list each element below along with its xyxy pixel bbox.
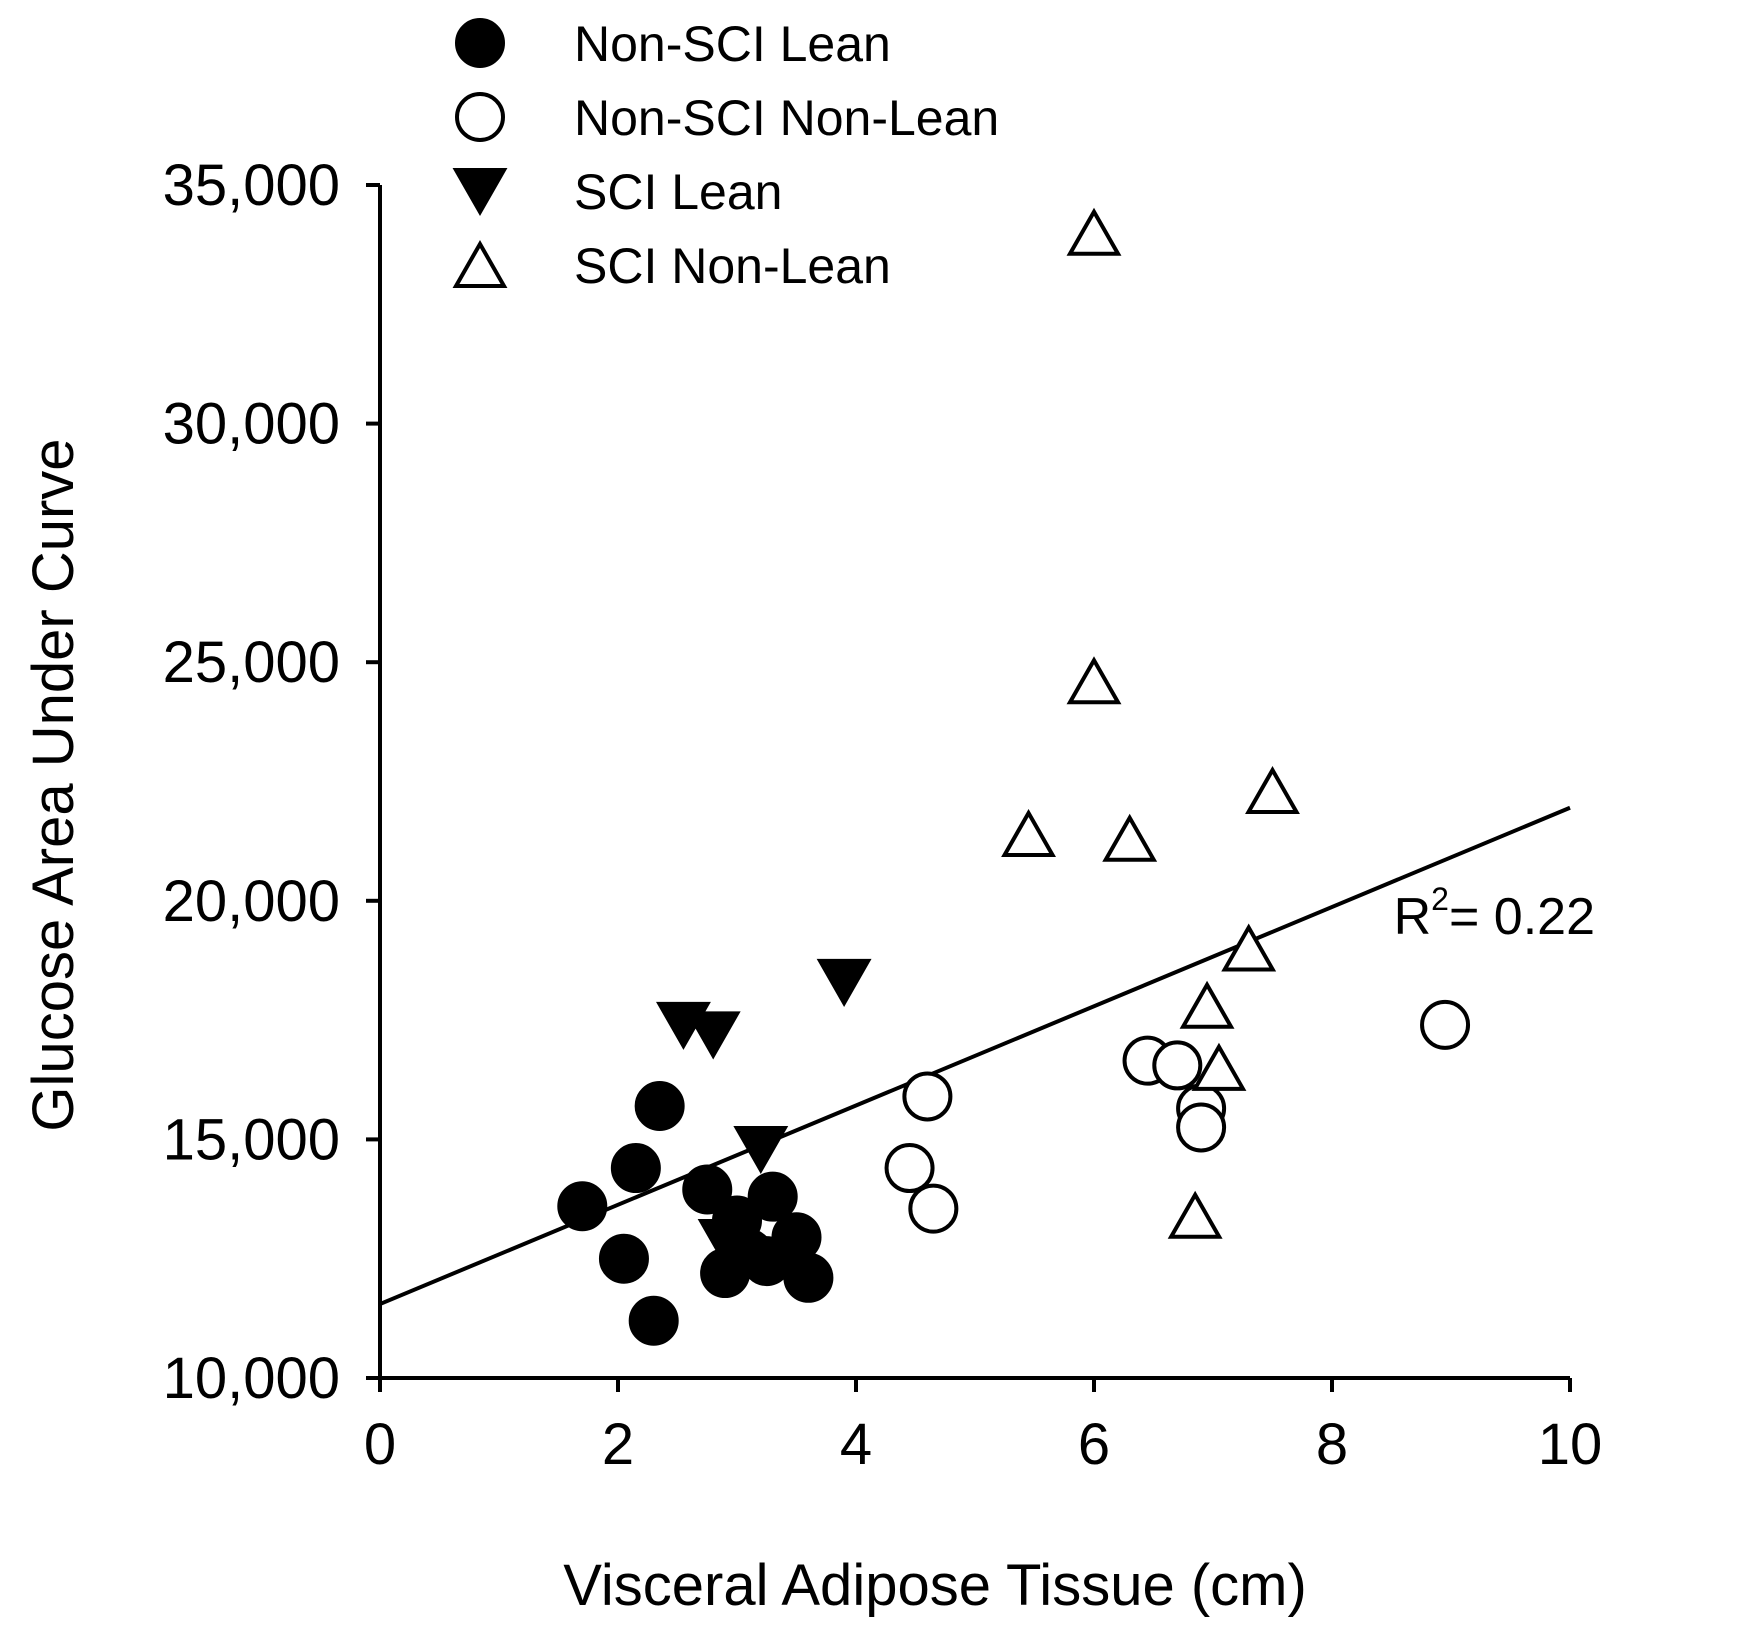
- legend-label: SCI Non-Lean: [574, 238, 891, 294]
- x-tick-label: 0: [364, 1412, 396, 1477]
- data-point: [783, 1252, 834, 1303]
- data-point: [610, 1143, 661, 1194]
- axes: 0 2 4 6 8 10 10,000 15,000 20,000 25,000 30,000 35,…: [163, 153, 1603, 1477]
- regression-line-group: [379, 805, 1571, 1306]
- data-point: [557, 1181, 608, 1232]
- legend-label: Non-SCI Lean: [574, 16, 891, 72]
- r-squared-annotation: R2= 0.22: [1394, 881, 1595, 946]
- data-point: [1420, 999, 1471, 1050]
- data-point: [1152, 1040, 1203, 1091]
- data-point: [685, 1011, 741, 1060]
- legend-label: Non-SCI Non-Lean: [574, 90, 999, 146]
- legend-item-sci-non-lean: SCI Non-Lean: [452, 238, 891, 294]
- x-tick-label: 8: [1316, 1412, 1348, 1477]
- legend: Non-SCI Lean Non-SCI Non-Lean SCI Lean SCI …: [452, 16, 999, 294]
- x-tick-label: 10: [1538, 1412, 1603, 1477]
- data-point: [1167, 1190, 1223, 1239]
- y-tick-label: 35,000: [163, 153, 340, 218]
- x-tick-label: 6: [1078, 1412, 1110, 1477]
- data-point: [1245, 766, 1300, 815]
- r-squared-value: = 0.22: [1449, 888, 1595, 946]
- legend-marker: [452, 168, 508, 217]
- series-non-sci-non-lean: [884, 999, 1471, 1234]
- r-squared-superscript: 2: [1431, 881, 1449, 917]
- data-point: [1191, 1042, 1247, 1091]
- y-tick-label: 25,000: [163, 630, 340, 695]
- legend-marker: [455, 92, 505, 142]
- series-sci-non-lean: [1001, 207, 1300, 1239]
- data-point: [682, 1164, 733, 1215]
- x-axis-title: Visceral Adipose Tissue (cm): [563, 1553, 1307, 1618]
- legend-item-non-sci-non-lean: Non-SCI Non-Lean: [455, 90, 999, 146]
- data-point: [816, 958, 872, 1007]
- data-point: [1221, 923, 1277, 972]
- series-non-sci-lean: [557, 1080, 834, 1346]
- data-point: [628, 1295, 679, 1346]
- data-point: [1102, 813, 1158, 862]
- legend-marker: [455, 18, 505, 68]
- series-sci-lean: [656, 958, 872, 1268]
- data-point: [1176, 1102, 1227, 1153]
- data-point: [884, 1143, 935, 1194]
- data-point: [598, 1233, 649, 1284]
- legend-item-sci-lean: SCI Lean: [452, 164, 782, 220]
- y-tick-label: 15,000: [163, 1107, 340, 1172]
- data-point: [1066, 656, 1122, 705]
- legend-item-non-sci-lean: Non-SCI Lean: [455, 16, 891, 72]
- data-point: [1179, 980, 1235, 1029]
- y-tick-label: 30,000: [163, 392, 340, 457]
- y-axis-title: Glucose Area Under Curve: [21, 438, 86, 1131]
- x-tick-label: 2: [602, 1412, 634, 1477]
- r-squared-symbol: R: [1394, 888, 1432, 946]
- data-point: [634, 1080, 685, 1131]
- data-point: [902, 1071, 953, 1122]
- data-point: [1066, 207, 1122, 256]
- data-point: [747, 1171, 798, 1222]
- legend-label: SCI Lean: [574, 164, 782, 220]
- x-tick-label: 4: [840, 1412, 872, 1477]
- data-point: [697, 1218, 753, 1268]
- data-point: [733, 1125, 789, 1174]
- legend-marker: [452, 239, 508, 288]
- data-points: [557, 207, 1471, 1346]
- data-point: [908, 1183, 959, 1234]
- y-tick-label: 20,000: [163, 869, 340, 934]
- y-tick-label: 10,000: [163, 1346, 340, 1411]
- data-point: [1001, 808, 1056, 857]
- regression-line: [379, 805, 1571, 1306]
